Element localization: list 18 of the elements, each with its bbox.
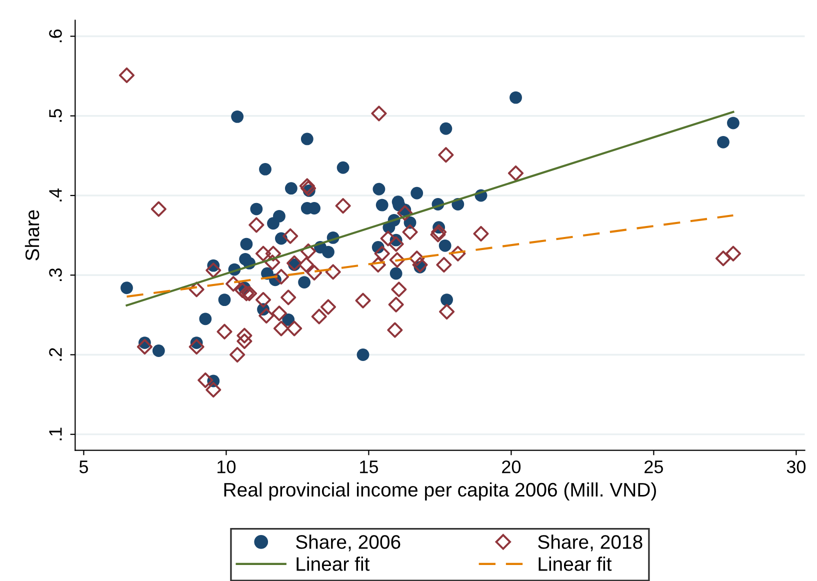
legend-label: Linear fit xyxy=(296,556,370,571)
y-axis-title: Share xyxy=(24,210,40,260)
y-tick-label: .3 xyxy=(49,268,62,281)
legend-label: Share, 2006 xyxy=(296,534,400,552)
x-tick-label: 20 xyxy=(502,460,521,474)
x-tick-label: 25 xyxy=(644,460,663,474)
legend-label: Linear fit xyxy=(538,556,612,571)
y-tick-label: .2 xyxy=(49,348,62,361)
x-axis-title: Real provincial income per capita 2006 (Mill. VND) xyxy=(224,482,656,501)
y-tick-label: .5 xyxy=(49,109,62,122)
legend-label: Share, 2018 xyxy=(538,534,642,552)
x-tick-label: 15 xyxy=(360,460,378,474)
x-tick-label: 10 xyxy=(218,460,236,474)
x-tick-label: 5 xyxy=(79,460,88,474)
x-tick-label: 30 xyxy=(786,460,806,474)
y-tick-label: .6 xyxy=(49,30,62,42)
y-tick-label: .4 xyxy=(49,188,62,202)
y-tick-label: .1 xyxy=(49,428,62,440)
